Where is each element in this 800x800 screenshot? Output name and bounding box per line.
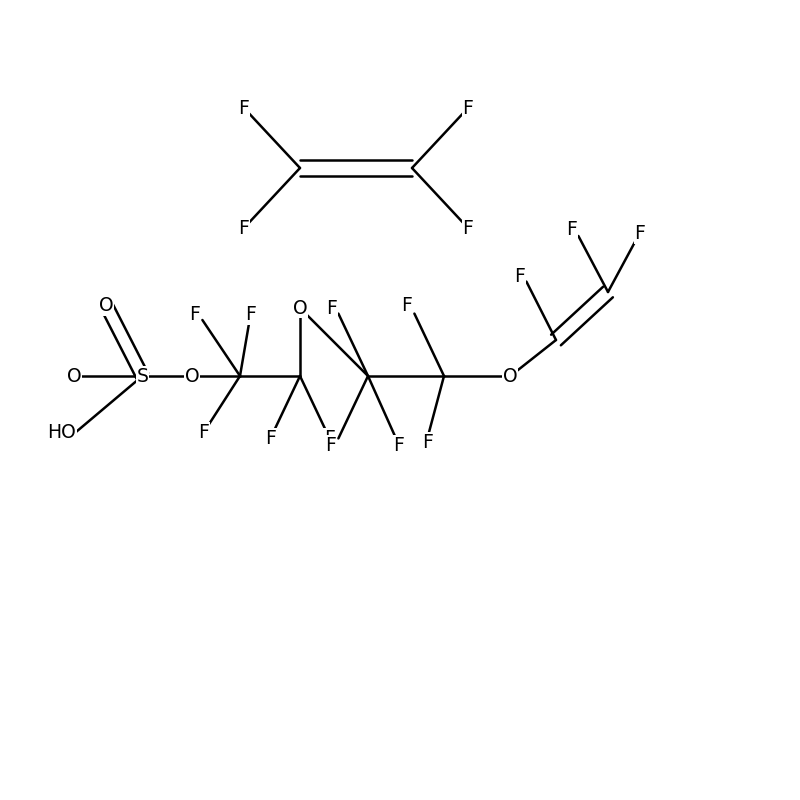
Text: F: F <box>198 422 210 442</box>
Text: O: O <box>503 366 518 386</box>
Text: F: F <box>324 429 335 448</box>
Text: F: F <box>265 429 276 448</box>
Text: F: F <box>326 298 338 318</box>
Text: F: F <box>245 305 256 324</box>
Text: F: F <box>238 98 250 118</box>
Text: F: F <box>634 224 646 243</box>
Text: O: O <box>293 298 307 318</box>
Text: F: F <box>462 218 474 238</box>
Text: O: O <box>99 296 114 315</box>
Text: HO: HO <box>47 422 76 442</box>
Text: F: F <box>238 218 250 238</box>
Text: F: F <box>401 296 412 315</box>
Text: F: F <box>189 305 200 324</box>
Text: F: F <box>325 436 336 455</box>
Text: F: F <box>422 433 434 452</box>
Text: O: O <box>67 366 82 386</box>
Text: S: S <box>137 366 148 386</box>
Text: F: F <box>514 266 526 286</box>
Text: F: F <box>462 98 474 118</box>
Text: O: O <box>185 366 199 386</box>
Text: F: F <box>566 220 578 239</box>
Text: F: F <box>393 436 404 455</box>
